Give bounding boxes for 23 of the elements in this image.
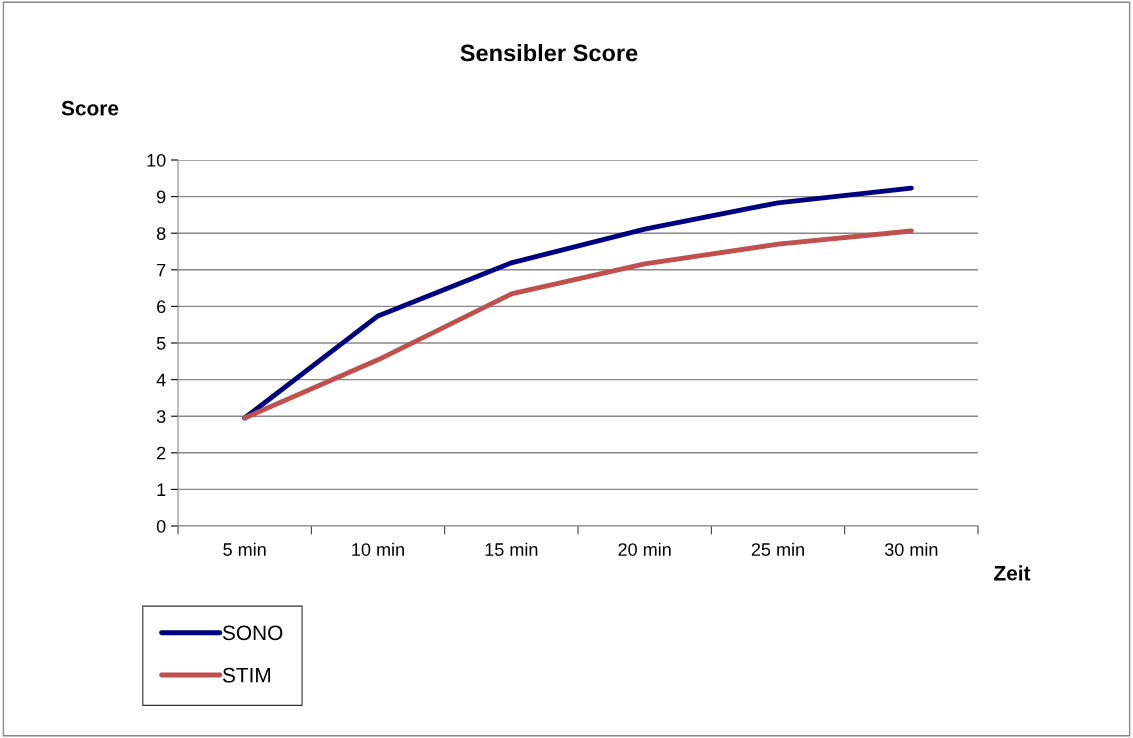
y-tick-label: 1 (157, 483, 166, 496)
x-tick-label: 30 min (884, 542, 938, 556)
x-tick-label: 15 min (485, 542, 538, 556)
legend-label: SONO (222, 625, 283, 641)
y-tick-label: 8 (156, 227, 166, 240)
y-tick-label: 4 (156, 373, 166, 387)
x-tick-label: 10 min (352, 542, 404, 556)
x-tick-label: 20 min (618, 542, 671, 556)
y-tick-label: 7 (157, 263, 166, 277)
y-tick-label: 10 (147, 153, 166, 167)
x-tick-label: 25 min (751, 542, 804, 556)
y-tick-label: 9 (157, 190, 166, 204)
legend-label: STIM (222, 667, 271, 683)
y-tick-label: 0 (156, 519, 166, 533)
y-tick-label: 2 (157, 446, 166, 460)
chart-title: Sensibler Score (460, 44, 638, 62)
x-tick-label: 5 min (223, 542, 266, 556)
y-tick-label: 3 (156, 410, 166, 423)
y-tick-label: 6 (157, 300, 166, 314)
x-axis-title: Zeit (994, 565, 1031, 581)
y-tick-label: 5 (156, 337, 166, 350)
line-series (242, 228, 914, 421)
y-axis-title: Score (61, 100, 119, 116)
